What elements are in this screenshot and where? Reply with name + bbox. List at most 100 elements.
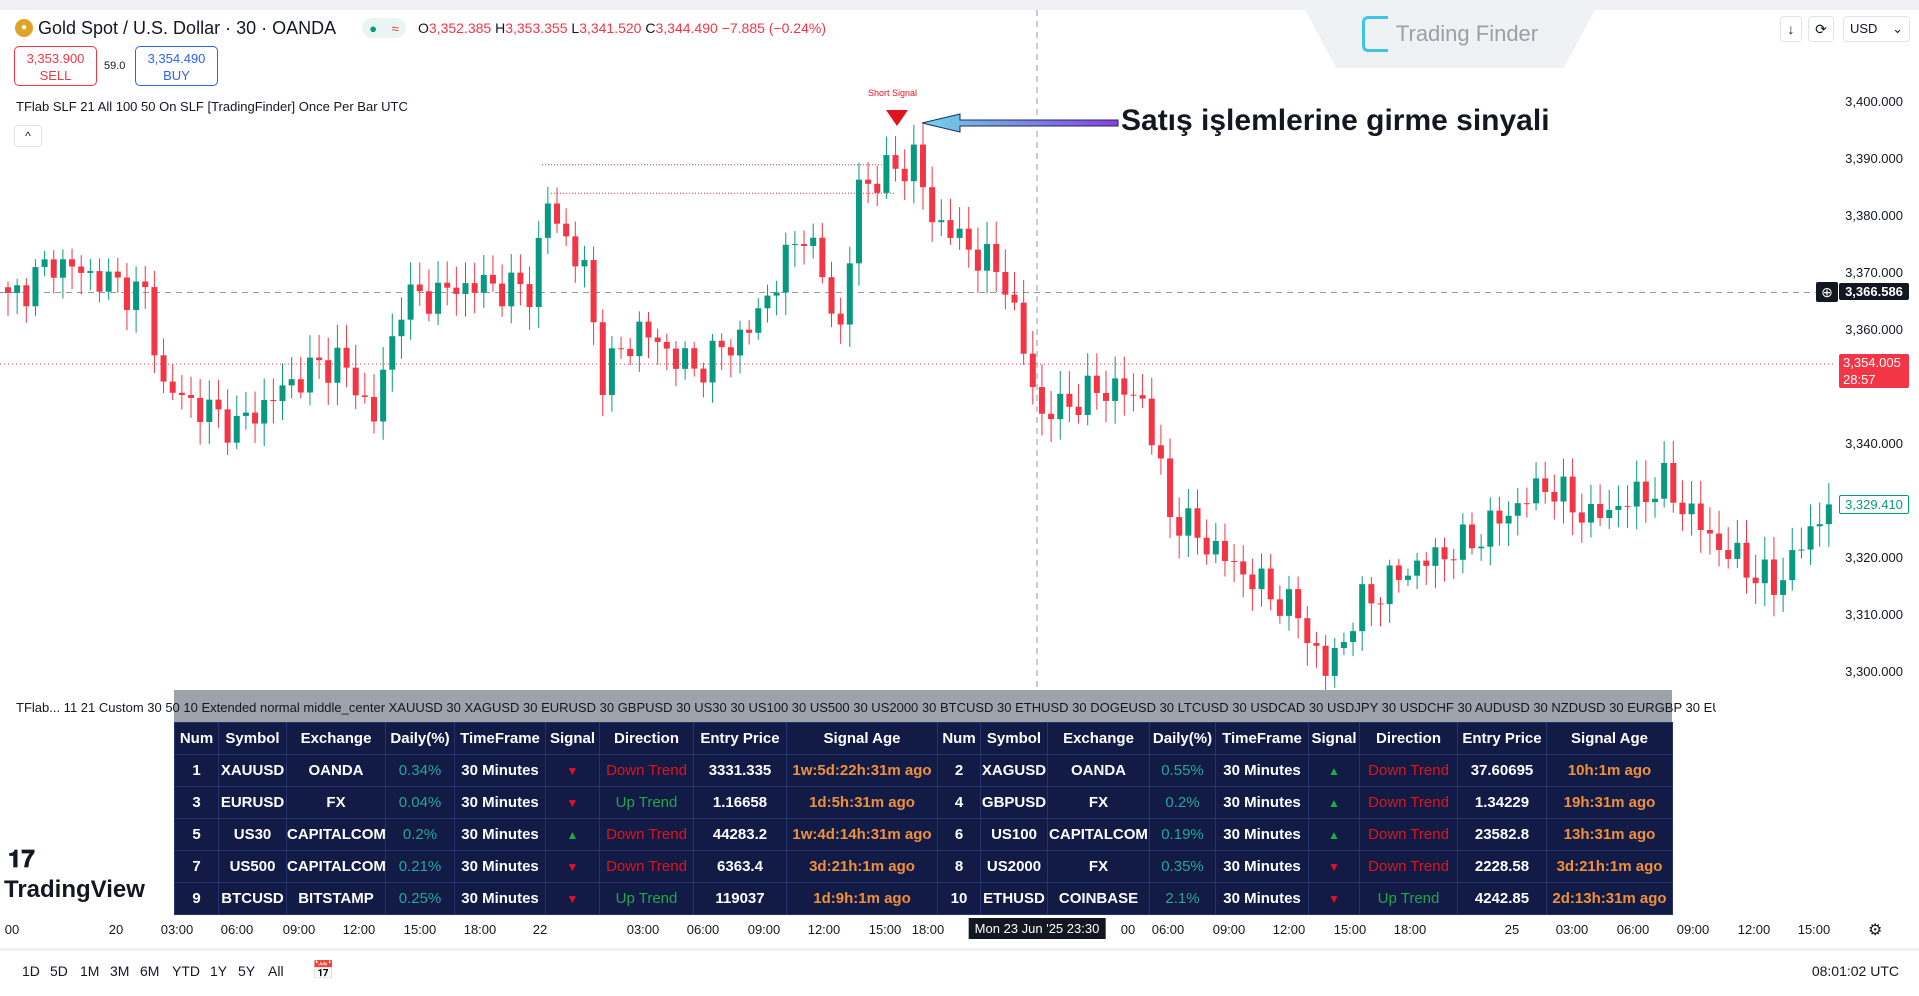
table-cell: Down Trend <box>1359 786 1458 819</box>
candle-body <box>1185 508 1192 536</box>
candle-body <box>23 285 30 307</box>
candle-body <box>819 237 826 278</box>
tradingview-logo[interactable]: TradingView <box>4 876 145 903</box>
table-cell: 3d:21h:1m ago <box>1546 850 1673 883</box>
candle-body <box>1551 491 1558 502</box>
candle-body <box>5 287 11 293</box>
table-cell: 6 <box>937 818 981 851</box>
download-icon[interactable]: ↓ <box>1780 16 1802 42</box>
range-button-1m[interactable]: 1M <box>80 963 100 979</box>
candle-body <box>1642 481 1649 503</box>
table-cell: ▲ <box>1308 818 1360 851</box>
window-top-strip <box>0 0 1919 10</box>
candle-body <box>608 348 615 395</box>
range-button-5y[interactable]: 5Y <box>238 963 256 979</box>
currency-select[interactable]: USD ⌄ <box>1843 16 1910 42</box>
candle-body <box>700 368 707 383</box>
candle-body <box>1716 533 1723 550</box>
table-cell: US2000 <box>980 850 1048 883</box>
candle-body <box>572 236 579 267</box>
candle-body <box>371 396 377 422</box>
table-cell: CAPITALCOM <box>1047 818 1150 851</box>
candle-body <box>1661 462 1668 499</box>
candle-body <box>133 281 140 310</box>
table-cell: OANDA <box>286 754 386 787</box>
current-price-tag: 3,354.005 28:57 <box>1839 354 1909 389</box>
price-axis-label: 3,400.000 <box>1845 94 1903 109</box>
table-cell: 30 Minutes <box>454 850 546 883</box>
candle-body <box>1807 526 1814 550</box>
table-cell: ▲ <box>1308 786 1360 819</box>
time-axis-label: 18:00 <box>911 922 945 937</box>
range-button-5d[interactable]: 5D <box>50 963 68 979</box>
add-alert-plus-icon[interactable]: ⊕ <box>1816 282 1838 303</box>
candle-body <box>1496 510 1503 524</box>
buy-price: 3,354.490 <box>147 51 206 66</box>
table-cell: ▼ <box>545 786 600 819</box>
table-cell: 2 <box>937 754 981 787</box>
candlestick-chart[interactable] <box>0 10 1835 910</box>
candle-body <box>1267 568 1274 600</box>
candle-body <box>1706 529 1713 534</box>
symbol-title[interactable]: Gold Spot / U.S. Dollar · 30 · OANDA <box>38 18 337 38</box>
market-status-pill[interactable]: ● ≈ <box>362 18 406 38</box>
range-button-1y[interactable]: 1Y <box>210 963 228 979</box>
candle-body <box>837 313 844 325</box>
low-value: 3,341.520 <box>579 20 642 36</box>
table-cell: 2228.58 <box>1457 850 1547 883</box>
collapse-legend-button[interactable]: ^ <box>14 125 42 147</box>
candle-body <box>1478 546 1485 549</box>
buy-button[interactable]: 3,354.490 BUY <box>135 46 218 86</box>
candle-body <box>1441 547 1448 560</box>
candle-body <box>599 322 606 395</box>
range-button-ytd[interactable]: YTD <box>172 963 200 979</box>
table-cell: 10h:1m ago <box>1546 754 1673 787</box>
candle-body <box>727 347 734 356</box>
table-cell: ▼ <box>1308 882 1360 915</box>
candle-body <box>1020 302 1027 354</box>
candle-body <box>1514 503 1521 516</box>
candle-body <box>1414 560 1421 576</box>
column-header: TimeFrame <box>454 722 546 755</box>
indicator-legend[interactable]: TFlab SLF 21 All 100 50 On SLF [TradingF… <box>16 99 408 114</box>
clock[interactable]: 08:01:02 UTC <box>1811 963 1899 979</box>
table-cell: 9 <box>174 882 219 915</box>
close-label: C <box>645 20 656 36</box>
table-cell: 4242.85 <box>1457 882 1547 915</box>
table-cell: 1d:5h:31m ago <box>786 786 938 819</box>
table-cell: OANDA <box>1047 754 1150 787</box>
calendar-icon[interactable]: 📅 <box>312 960 335 980</box>
candle-body <box>1386 565 1393 605</box>
screener-indicator-legend[interactable]: TFlab... 11 21 Custom 30 50 10 Extended … <box>16 700 1716 715</box>
table-cell: COINBASE <box>1047 882 1150 915</box>
range-button-all[interactable]: All <box>268 963 284 979</box>
candle-body <box>425 291 432 314</box>
candle-body <box>444 282 451 288</box>
ohlc-readout: O3,352.385 H3,353.355 L3,341.520 C3,344.… <box>418 20 826 36</box>
table-cell: 1w:4d:14h:31m ago <box>786 818 938 851</box>
time-axis-label: 15:00 <box>868 922 902 937</box>
time-axis-label: 00 <box>1120 922 1136 937</box>
time-axis-label: 12:00 <box>807 922 841 937</box>
range-button-3m[interactable]: 3M <box>110 963 130 979</box>
candle-body <box>1084 375 1091 416</box>
table-cell: 6363.4 <box>693 850 787 883</box>
candle-body <box>654 337 661 342</box>
candle-body <box>306 357 313 393</box>
candle-body <box>361 395 368 397</box>
table-cell: Down Trend <box>1359 754 1458 787</box>
table-cell: 44283.2 <box>693 818 787 851</box>
settings-gear-icon[interactable]: ⚙ <box>1868 922 1883 939</box>
range-button-1d[interactable]: 1D <box>22 963 40 979</box>
time-axis-label: 06:00 <box>1616 922 1650 937</box>
candle-body <box>178 392 185 396</box>
candle-body <box>279 385 286 402</box>
change-value: −7.885 (−0.24%) <box>721 20 826 36</box>
column-header: Symbol <box>980 722 1048 755</box>
trading-finder-mark-icon <box>1361 16 1388 52</box>
range-button-6m[interactable]: 6M <box>140 963 160 979</box>
candle-body <box>910 144 917 182</box>
refresh-icon[interactable]: ⟳ <box>1808 16 1834 42</box>
table-cell: 30 Minutes <box>454 818 546 851</box>
sell-button[interactable]: 3,353.900 SELL <box>14 46 97 86</box>
